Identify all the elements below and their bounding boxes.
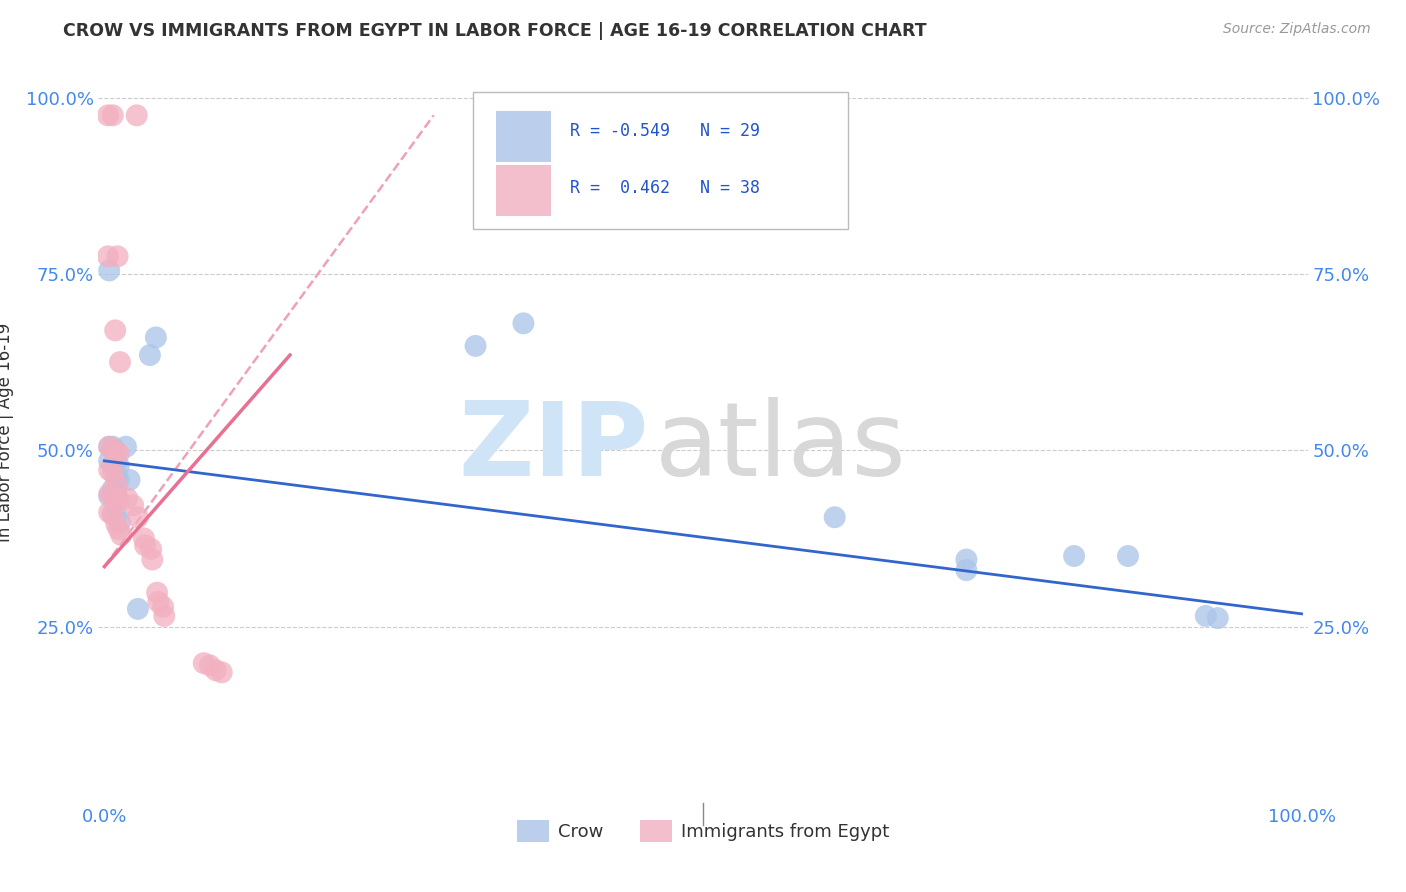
Point [97, 249, 120, 263]
Point [955, 552, 977, 566]
Point [105, 517, 128, 532]
Point [101, 458, 124, 472]
Point [512, 316, 534, 330]
Point [1063, 549, 1085, 563]
Point [108, 515, 131, 529]
Y-axis label: In Labor Force | Age 16-19: In Labor Force | Age 16-19 [0, 323, 14, 542]
Point [105, 485, 128, 500]
Point [98, 454, 121, 468]
Point [1206, 611, 1229, 625]
FancyBboxPatch shape [496, 111, 551, 162]
Point [101, 466, 124, 480]
Point [107, 249, 129, 263]
Point [115, 440, 138, 454]
Text: CROW VS IMMIGRANTS FROM EGYPT IN LABOR FORCE | AGE 16-19 CORRELATION CHART: CROW VS IMMIGRANTS FROM EGYPT IN LABOR F… [63, 22, 927, 40]
Point [104, 323, 127, 337]
Point [98, 487, 121, 501]
Point [145, 330, 167, 344]
Point [105, 444, 128, 458]
Point [211, 665, 233, 680]
Point [1195, 609, 1218, 624]
Point [105, 456, 128, 470]
Point [101, 507, 124, 521]
Legend: Crow, Immigrants from Egypt: Crow, Immigrants from Egypt [509, 813, 897, 849]
Point [108, 355, 131, 369]
Point [98, 263, 121, 277]
Text: Source: ZipAtlas.com: Source: ZipAtlas.com [1223, 22, 1371, 37]
Point [107, 473, 129, 487]
Point [98, 505, 121, 519]
Point [105, 470, 128, 484]
Point [118, 473, 141, 487]
Point [105, 477, 128, 491]
Point [125, 108, 148, 122]
Point [141, 552, 163, 566]
Point [146, 585, 169, 599]
Point [139, 541, 162, 556]
Point [824, 510, 846, 524]
Point [464, 339, 486, 353]
Point [1116, 549, 1139, 563]
Point [122, 498, 145, 512]
FancyBboxPatch shape [496, 165, 551, 217]
Point [955, 563, 977, 577]
Point [132, 532, 155, 546]
Point [127, 510, 149, 524]
Point [139, 348, 162, 362]
Point [98, 440, 121, 454]
Text: atlas: atlas [655, 397, 907, 498]
Point [107, 458, 129, 473]
Point [101, 440, 124, 454]
Point [97, 108, 120, 122]
Point [153, 609, 176, 624]
Point [198, 658, 221, 673]
Text: R =  0.462   N = 38: R = 0.462 N = 38 [569, 179, 761, 197]
Point [204, 663, 226, 677]
Point [134, 538, 156, 552]
Point [101, 108, 124, 122]
Point [98, 440, 121, 454]
Point [107, 447, 129, 461]
Point [110, 528, 132, 542]
Point [105, 491, 128, 506]
Text: ZIP: ZIP [458, 397, 648, 498]
Point [101, 489, 124, 503]
Point [127, 602, 149, 616]
Point [98, 463, 121, 477]
Point [107, 522, 129, 536]
Point [101, 508, 124, 522]
Point [105, 508, 128, 522]
Point [107, 492, 129, 507]
Text: R = -0.549   N = 29: R = -0.549 N = 29 [569, 122, 761, 140]
Point [152, 599, 174, 614]
FancyBboxPatch shape [474, 92, 848, 229]
Point [193, 656, 215, 670]
Point [101, 443, 124, 458]
Point [115, 491, 138, 506]
Point [148, 595, 170, 609]
Point [101, 482, 124, 496]
Point [98, 489, 121, 503]
